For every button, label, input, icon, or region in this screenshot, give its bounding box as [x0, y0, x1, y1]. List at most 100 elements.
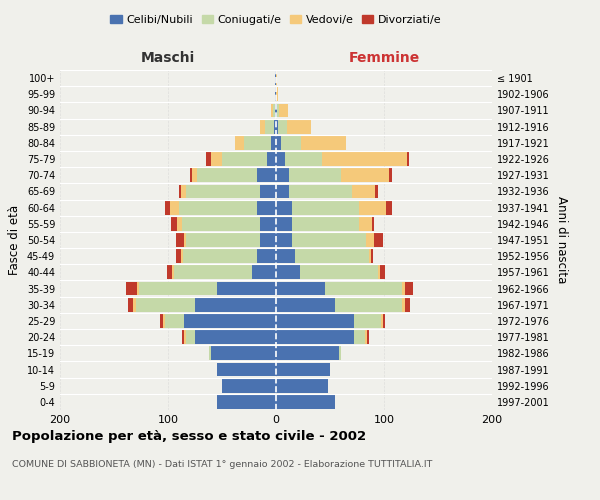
Bar: [181, 184, 187, 198]
Bar: [276, 120, 278, 134]
Bar: [235, 136, 244, 149]
Bar: [277, 104, 279, 118]
Bar: [176, 250, 181, 263]
Bar: [281, 136, 301, 149]
Bar: [222, 379, 276, 392]
Bar: [211, 346, 276, 360]
Bar: [184, 330, 187, 344]
Bar: [284, 152, 322, 166]
Bar: [260, 217, 276, 230]
Bar: [184, 233, 187, 247]
Bar: [183, 250, 257, 263]
Bar: [165, 314, 184, 328]
Bar: [139, 282, 217, 296]
Bar: [338, 346, 341, 360]
Bar: [244, 136, 271, 149]
Bar: [167, 266, 172, 280]
Bar: [276, 136, 281, 149]
Bar: [276, 362, 330, 376]
Bar: [407, 152, 409, 166]
Bar: [160, 314, 163, 328]
Bar: [335, 298, 403, 312]
Y-axis label: Fasce di età: Fasce di età: [8, 205, 21, 275]
Bar: [181, 250, 183, 263]
Text: Femmine: Femmine: [349, 51, 419, 65]
Y-axis label: Anni di nascita: Anni di nascita: [555, 196, 568, 284]
Bar: [354, 330, 365, 344]
Bar: [268, 152, 276, 166]
Bar: [206, 152, 211, 166]
Bar: [187, 184, 260, 198]
Bar: [179, 200, 257, 214]
Bar: [287, 120, 311, 134]
Bar: [260, 184, 276, 198]
Bar: [359, 200, 386, 214]
Bar: [276, 152, 284, 166]
Bar: [276, 71, 277, 85]
Bar: [292, 200, 359, 214]
Bar: [126, 282, 137, 296]
Bar: [354, 314, 381, 328]
Bar: [359, 217, 372, 230]
Bar: [289, 168, 341, 182]
Bar: [211, 152, 222, 166]
Bar: [197, 168, 257, 182]
Bar: [257, 250, 276, 263]
Bar: [276, 330, 354, 344]
Bar: [276, 88, 278, 101]
Bar: [365, 233, 374, 247]
Bar: [190, 168, 192, 182]
Bar: [217, 395, 276, 409]
Bar: [301, 136, 346, 149]
Bar: [172, 266, 175, 280]
Bar: [276, 184, 289, 198]
Bar: [372, 217, 374, 230]
Text: COMUNE DI SABBIONETA (MN) - Dati ISTAT 1° gennaio 2002 - Elaborazione TUTTITALIA: COMUNE DI SABBIONETA (MN) - Dati ISTAT 1…: [12, 460, 433, 469]
Bar: [276, 282, 325, 296]
Bar: [128, 298, 133, 312]
Bar: [389, 168, 392, 182]
Bar: [276, 168, 289, 182]
Bar: [376, 184, 377, 198]
Bar: [381, 314, 383, 328]
Bar: [252, 266, 276, 280]
Bar: [276, 250, 295, 263]
Bar: [274, 120, 276, 134]
Bar: [176, 217, 182, 230]
Bar: [276, 233, 292, 247]
Bar: [276, 200, 292, 214]
Bar: [175, 266, 252, 280]
Bar: [371, 250, 373, 263]
Bar: [275, 104, 276, 118]
Bar: [209, 346, 211, 360]
Bar: [365, 330, 367, 344]
Bar: [217, 362, 276, 376]
Bar: [292, 233, 365, 247]
Bar: [377, 266, 380, 280]
Bar: [403, 282, 404, 296]
Bar: [273, 104, 275, 118]
Bar: [260, 120, 265, 134]
Bar: [136, 298, 195, 312]
Bar: [176, 233, 184, 247]
Bar: [404, 282, 413, 296]
Bar: [257, 200, 276, 214]
Bar: [275, 71, 276, 85]
Bar: [403, 298, 404, 312]
Bar: [195, 298, 276, 312]
Bar: [279, 104, 288, 118]
Bar: [292, 217, 359, 230]
Bar: [276, 395, 335, 409]
Bar: [222, 152, 268, 166]
Bar: [276, 217, 292, 230]
Bar: [289, 184, 352, 198]
Bar: [182, 330, 184, 344]
Bar: [265, 120, 274, 134]
Bar: [383, 314, 385, 328]
Bar: [184, 314, 276, 328]
Bar: [187, 330, 195, 344]
Bar: [170, 200, 179, 214]
Text: Maschi: Maschi: [141, 51, 195, 65]
Bar: [352, 184, 376, 198]
Bar: [369, 250, 371, 263]
